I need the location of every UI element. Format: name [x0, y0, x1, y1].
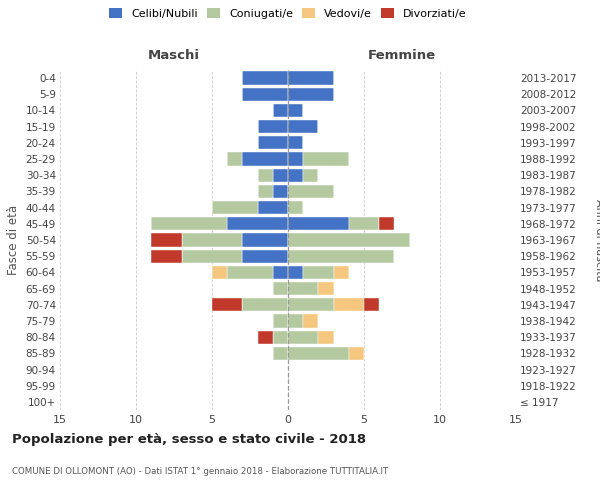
Bar	[151, 250, 182, 263]
Bar	[303, 152, 349, 166]
Bar	[227, 266, 273, 279]
Bar	[227, 152, 242, 166]
Bar	[288, 201, 303, 214]
Bar	[288, 314, 303, 328]
Bar	[288, 250, 394, 263]
Bar	[182, 234, 242, 246]
Bar	[288, 282, 319, 295]
Bar	[273, 330, 288, 344]
Bar	[257, 185, 273, 198]
Bar	[288, 185, 334, 198]
Bar	[273, 314, 288, 328]
Bar	[379, 217, 394, 230]
Bar	[257, 136, 288, 149]
Bar	[273, 104, 288, 117]
Bar	[288, 266, 303, 279]
Bar	[364, 298, 379, 312]
Bar	[273, 185, 288, 198]
Bar	[349, 217, 379, 230]
Bar	[288, 152, 303, 166]
Bar	[257, 330, 273, 344]
Bar	[288, 298, 334, 312]
Bar	[288, 217, 349, 230]
Bar	[273, 282, 288, 295]
Bar	[242, 234, 288, 246]
Bar	[334, 266, 349, 279]
Bar	[242, 88, 288, 101]
Bar	[319, 282, 334, 295]
Bar	[182, 250, 242, 263]
Bar	[288, 168, 303, 182]
Legend: Celibi/Nubili, Coniugati/e, Vedovi/e, Divorziati/e: Celibi/Nubili, Coniugati/e, Vedovi/e, Di…	[109, 8, 467, 19]
Bar	[242, 250, 288, 263]
Bar	[273, 346, 288, 360]
Bar	[212, 298, 242, 312]
Y-axis label: Anni di nascita: Anni di nascita	[593, 198, 600, 281]
Text: COMUNE DI OLLOMONT (AO) - Dati ISTAT 1° gennaio 2018 - Elaborazione TUTTITALIA.I: COMUNE DI OLLOMONT (AO) - Dati ISTAT 1° …	[12, 468, 388, 476]
Bar	[151, 234, 182, 246]
Bar	[212, 266, 227, 279]
Bar	[273, 168, 288, 182]
Bar	[288, 104, 303, 117]
Bar	[273, 266, 288, 279]
Y-axis label: Fasce di età: Fasce di età	[7, 205, 20, 275]
Bar	[303, 168, 319, 182]
Bar	[288, 346, 349, 360]
Bar	[288, 330, 319, 344]
Bar	[288, 136, 303, 149]
Bar	[242, 298, 288, 312]
Bar	[288, 72, 334, 85]
Bar	[242, 152, 288, 166]
Bar	[303, 266, 334, 279]
Bar	[257, 168, 273, 182]
Bar	[257, 201, 288, 214]
Text: Popolazione per età, sesso e stato civile - 2018: Popolazione per età, sesso e stato civil…	[12, 432, 366, 446]
Text: Maschi: Maschi	[148, 49, 200, 62]
Bar	[227, 217, 288, 230]
Bar	[319, 330, 334, 344]
Bar	[212, 201, 257, 214]
Bar	[349, 346, 364, 360]
Bar	[303, 314, 319, 328]
Bar	[288, 120, 319, 134]
Bar	[334, 298, 364, 312]
Bar	[257, 120, 288, 134]
Bar	[242, 72, 288, 85]
Bar	[288, 234, 410, 246]
Bar	[288, 88, 334, 101]
Text: Femmine: Femmine	[368, 49, 436, 62]
Bar	[151, 217, 227, 230]
